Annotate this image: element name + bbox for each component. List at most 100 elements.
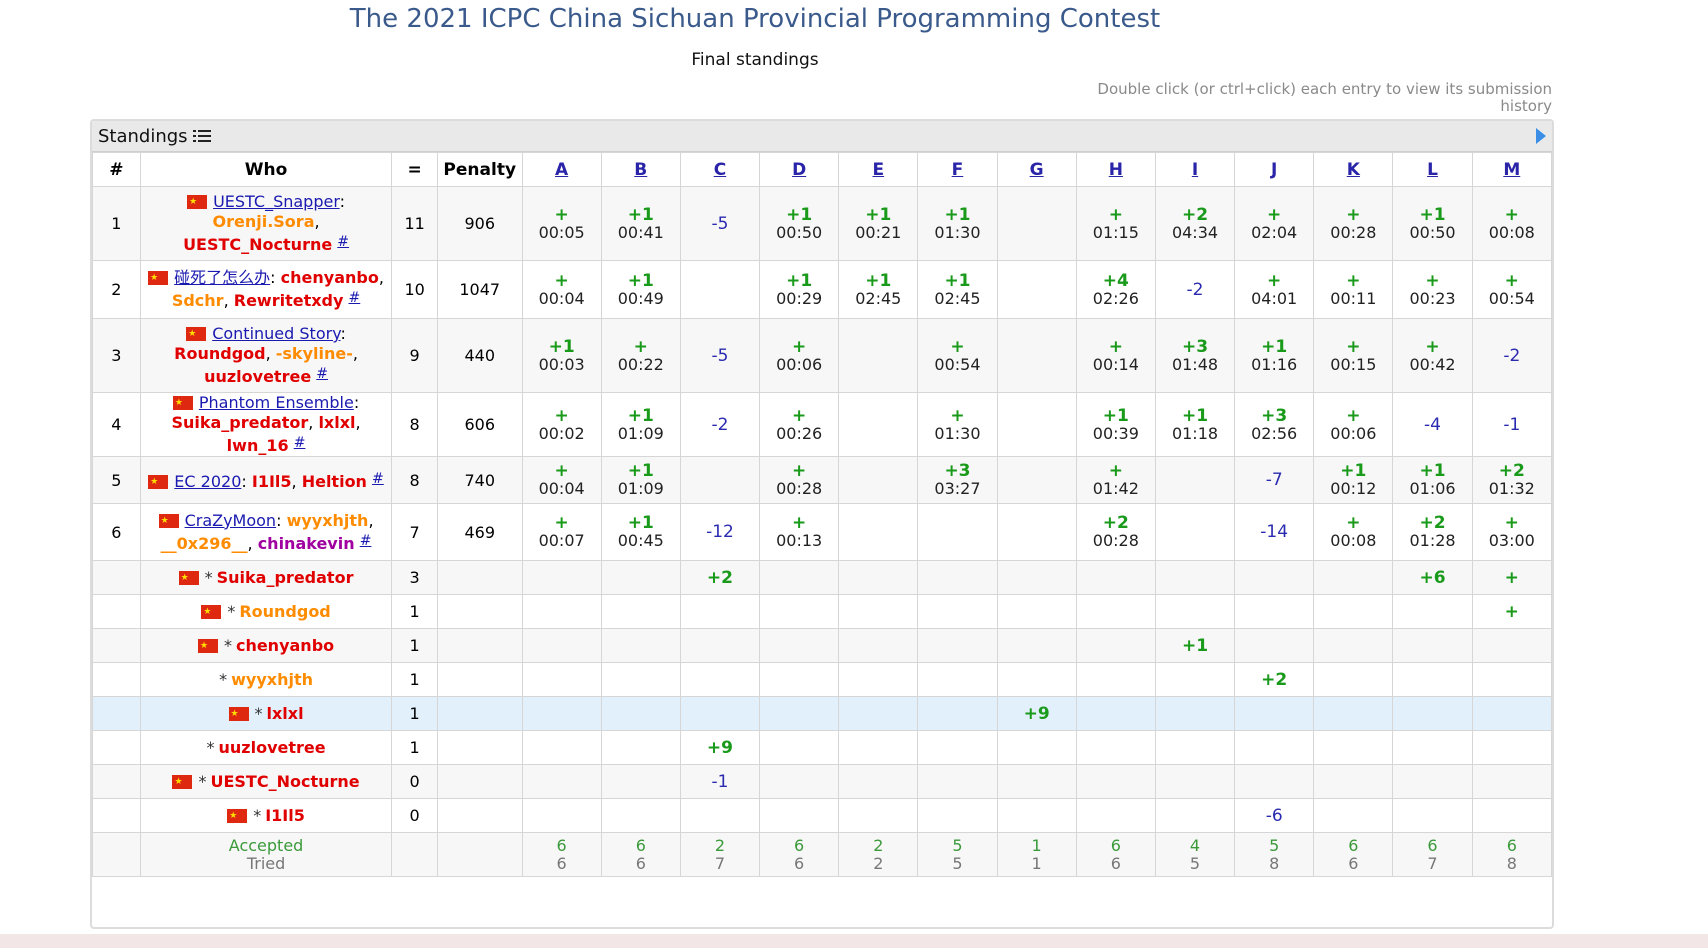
result-cell[interactable]: +00:06 xyxy=(759,318,840,393)
result-cell[interactable]: -6 xyxy=(1234,798,1315,833)
result-cell[interactable] xyxy=(996,392,1077,457)
result-cell[interactable] xyxy=(1313,594,1394,629)
result-cell[interactable] xyxy=(679,696,761,731)
result-cell[interactable] xyxy=(1392,764,1473,799)
who-cell[interactable]: Phantom Ensemble: Suika_predator, lxlxl,… xyxy=(139,392,393,457)
result-cell[interactable] xyxy=(1392,594,1473,629)
result-cell[interactable] xyxy=(1471,696,1553,731)
problem-link-b[interactable]: B xyxy=(634,159,648,180)
problem-link-i[interactable]: I xyxy=(1191,159,1199,180)
result-cell[interactable]: -14 xyxy=(1234,503,1315,561)
result-cell[interactable] xyxy=(521,560,602,595)
result-cell[interactable]: +00:07 xyxy=(521,503,602,561)
result-cell[interactable] xyxy=(838,662,919,697)
result-cell[interactable]: +03:00 xyxy=(1471,503,1553,561)
result-cell[interactable]: +1 xyxy=(1154,628,1236,663)
result-cell[interactable]: +6 xyxy=(1392,560,1473,595)
result-cell[interactable]: +1 00:12 xyxy=(1313,456,1394,504)
result-cell[interactable]: + xyxy=(1471,594,1553,629)
result-cell[interactable] xyxy=(1471,730,1553,765)
problem-link-l[interactable]: L xyxy=(1427,159,1438,180)
result-cell[interactable]: +00:02 xyxy=(521,392,602,457)
result-cell[interactable] xyxy=(600,662,681,697)
result-cell[interactable] xyxy=(759,764,840,799)
result-cell[interactable] xyxy=(1075,798,1156,833)
result-cell[interactable]: +2 01:32 xyxy=(1471,456,1553,504)
result-cell[interactable] xyxy=(996,730,1077,765)
result-cell[interactable] xyxy=(996,318,1077,393)
team-row[interactable]: 5EC 2020: I1Il5, Heltion #8740+00:04+101… xyxy=(92,456,1553,504)
result-cell[interactable] xyxy=(1392,798,1473,833)
who-cell[interactable]: UESTC_Snapper: Orenji.Sora, UESTC_Noctur… xyxy=(139,186,393,261)
result-cell[interactable] xyxy=(1234,764,1315,799)
result-cell[interactable]: +1 00:49 xyxy=(600,260,681,319)
result-cell[interactable] xyxy=(1154,456,1236,504)
result-cell[interactable] xyxy=(1075,594,1156,629)
result-cell[interactable] xyxy=(600,594,681,629)
result-cell[interactable]: +9 xyxy=(679,730,761,765)
who-cell[interactable]: *lxlxl xyxy=(139,696,393,731)
result-cell[interactable] xyxy=(1234,628,1315,663)
result-cell[interactable]: +4 02:26 xyxy=(1075,260,1156,319)
problem-link-m[interactable]: M xyxy=(1503,159,1521,180)
result-cell[interactable] xyxy=(600,730,681,765)
individual-row[interactable]: * uuzlovetree 1 +9 xyxy=(92,730,1553,765)
who-cell[interactable]: EC 2020: I1Il5, Heltion # xyxy=(139,456,393,504)
result-cell[interactable]: +01:30 xyxy=(917,392,998,457)
result-cell[interactable] xyxy=(759,594,840,629)
list-icon[interactable] xyxy=(192,129,211,143)
team-row[interactable]: 2碰死了怎么办: chenyanbo, Sdchr, Rewritetxdy #… xyxy=(92,260,1553,319)
result-cell[interactable]: +00:14 xyxy=(1075,318,1156,393)
result-cell[interactable]: +1 00:50 xyxy=(1392,186,1473,261)
history-link[interactable]: # xyxy=(337,234,350,250)
result-cell[interactable]: -2 xyxy=(1471,318,1553,393)
result-cell[interactable]: +00:26 xyxy=(759,392,840,457)
who-cell[interactable]: * uuzlovetree xyxy=(139,730,393,765)
result-cell[interactable] xyxy=(838,318,919,393)
result-cell[interactable] xyxy=(838,628,919,663)
result-cell[interactable]: +3 03:27 xyxy=(917,456,998,504)
result-cell[interactable]: +00:04 xyxy=(521,260,602,319)
result-cell[interactable]: +1 00:39 xyxy=(1075,392,1156,457)
result-cell[interactable]: +1 02:45 xyxy=(917,260,998,319)
result-cell[interactable] xyxy=(838,764,919,799)
result-cell[interactable] xyxy=(1075,696,1156,731)
result-cell[interactable]: +1 01:09 xyxy=(600,456,681,504)
result-cell[interactable]: -1 xyxy=(679,764,761,799)
result-cell[interactable] xyxy=(838,798,919,833)
result-cell[interactable]: +1 01:18 xyxy=(1154,392,1236,457)
result-cell[interactable] xyxy=(1075,730,1156,765)
result-cell[interactable] xyxy=(679,456,761,504)
result-cell[interactable] xyxy=(996,662,1077,697)
result-cell[interactable] xyxy=(996,260,1077,319)
result-cell[interactable] xyxy=(1154,696,1236,731)
result-cell[interactable] xyxy=(838,730,919,765)
team-row[interactable]: 6CraZyMoon: wyyxhjth, __0x296__, chinake… xyxy=(92,503,1553,561)
result-cell[interactable]: +1 00:29 xyxy=(759,260,840,319)
result-cell[interactable] xyxy=(838,560,919,595)
result-cell[interactable] xyxy=(1313,764,1394,799)
result-cell[interactable] xyxy=(1313,560,1394,595)
result-cell[interactable] xyxy=(1154,798,1236,833)
result-cell[interactable] xyxy=(1392,628,1473,663)
team-name-link[interactable]: Phantom Ensemble xyxy=(198,393,354,412)
result-cell[interactable] xyxy=(838,696,919,731)
result-cell[interactable]: +00:05 xyxy=(521,186,602,261)
result-cell[interactable]: +00:04 xyxy=(521,456,602,504)
result-cell[interactable]: +1 02:45 xyxy=(838,260,919,319)
result-cell[interactable]: +1 01:09 xyxy=(600,392,681,457)
result-cell[interactable] xyxy=(1154,764,1236,799)
result-cell[interactable] xyxy=(679,628,761,663)
team-name-link[interactable]: UESTC_Snapper xyxy=(213,192,340,211)
result-cell[interactable] xyxy=(600,798,681,833)
result-cell[interactable] xyxy=(917,730,998,765)
problem-link-e[interactable]: E xyxy=(872,159,885,180)
result-cell[interactable] xyxy=(1154,560,1236,595)
result-cell[interactable] xyxy=(917,696,998,731)
who-cell[interactable]: *chenyanbo xyxy=(139,628,393,663)
